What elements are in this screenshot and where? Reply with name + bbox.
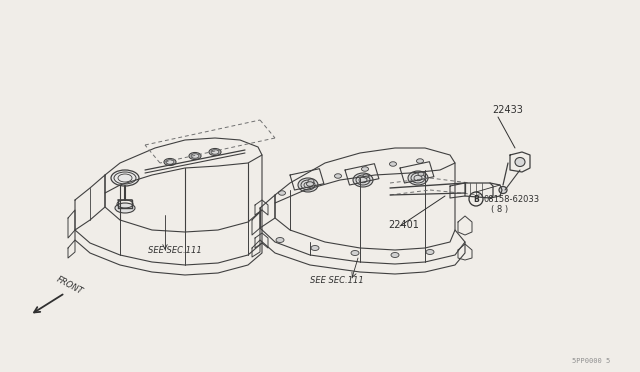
Text: 5PP0000 5: 5PP0000 5: [572, 358, 610, 364]
Text: SEE SEC.111: SEE SEC.111: [310, 276, 364, 285]
Text: 08158-62033: 08158-62033: [484, 195, 540, 204]
Ellipse shape: [391, 253, 399, 257]
Ellipse shape: [362, 167, 369, 171]
Ellipse shape: [276, 237, 284, 243]
Ellipse shape: [308, 179, 314, 183]
Text: FRONT: FRONT: [55, 275, 84, 296]
Text: B: B: [473, 195, 479, 204]
Text: 22433: 22433: [492, 105, 523, 115]
Text: 22401: 22401: [388, 220, 419, 230]
Text: SEE SEC.111: SEE SEC.111: [148, 246, 202, 255]
Ellipse shape: [515, 157, 525, 167]
Ellipse shape: [408, 171, 428, 185]
Ellipse shape: [164, 158, 176, 166]
Ellipse shape: [426, 250, 434, 254]
Ellipse shape: [278, 191, 285, 195]
Ellipse shape: [115, 203, 135, 213]
Ellipse shape: [311, 246, 319, 250]
Ellipse shape: [209, 148, 221, 155]
Ellipse shape: [499, 186, 507, 193]
Ellipse shape: [335, 174, 342, 178]
Text: ( 8 ): ( 8 ): [491, 205, 508, 214]
Ellipse shape: [307, 182, 314, 186]
Ellipse shape: [390, 162, 397, 166]
Ellipse shape: [111, 170, 139, 186]
Ellipse shape: [353, 173, 373, 187]
Ellipse shape: [417, 159, 424, 163]
Ellipse shape: [351, 250, 359, 256]
Ellipse shape: [418, 172, 424, 176]
Ellipse shape: [298, 178, 318, 192]
Ellipse shape: [189, 153, 201, 160]
Ellipse shape: [363, 174, 369, 178]
